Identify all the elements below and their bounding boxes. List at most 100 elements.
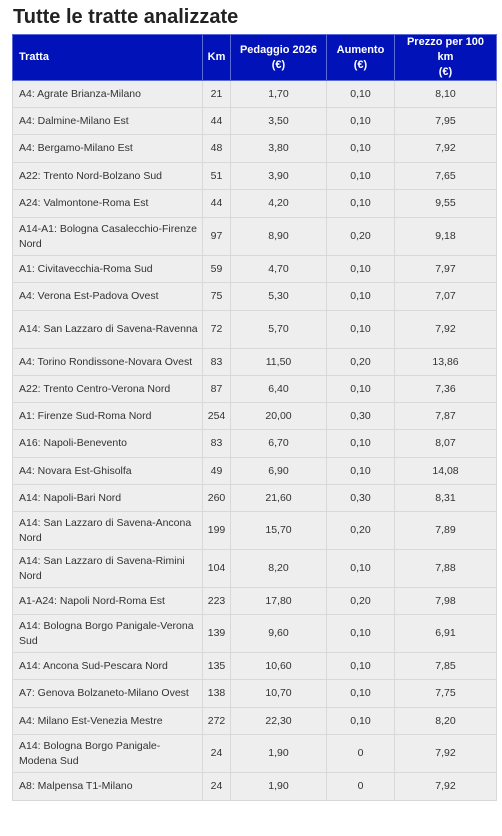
cell-tratta: A14: Bologna Borgo Panigale-Verona Sud	[12, 614, 203, 653]
header-pedaggio-label: Pedaggio 2026	[239, 43, 318, 56]
cell-prezzo: 9,18	[394, 217, 497, 256]
cell-tratta: A7: Genova Bolzaneto-Milano Ovest	[12, 679, 203, 708]
table-body: A4: Agrate Brianza-Milano 21 1,70 0,10 8,10 A…	[12, 80, 497, 801]
cell-km: 83	[202, 429, 231, 458]
cell-prezzo: 7,95	[394, 107, 497, 135]
cell-pedaggio: 8,20	[230, 549, 327, 588]
cell-prezzo: 7,92	[394, 734, 497, 773]
cell-km: 59	[202, 255, 231, 283]
cell-pedaggio: 21,60	[230, 484, 327, 512]
cell-km: 21	[202, 80, 231, 108]
cell-aumento: 0,10	[326, 134, 395, 163]
header-aumento-unit: (€)	[353, 58, 368, 71]
cell-tratta: A8: Malpensa T1-Milano	[12, 772, 203, 801]
cell-aumento: 0,10	[326, 310, 395, 349]
cell-aumento: 0,20	[326, 587, 395, 615]
cell-pedaggio: 6,90	[230, 457, 327, 485]
header-aumento-label: Aumento	[336, 43, 385, 56]
cell-km: 75	[202, 282, 231, 311]
table-row: A14: San Lazzaro di Savena-Ancona Nord 19…	[12, 511, 497, 550]
cell-prezzo: 6,91	[394, 614, 497, 653]
cell-aumento: 0,20	[326, 348, 395, 376]
cell-pedaggio: 10,70	[230, 679, 327, 708]
cell-tratta: A4: Verona Est-Padova Ovest	[12, 282, 203, 311]
table-row: A1-A24: Napoli Nord-Roma Est 223 17,80 0,20…	[12, 587, 497, 615]
cell-km: 72	[202, 310, 231, 349]
cell-tratta: A22: Trento Nord-Bolzano Sud	[12, 162, 203, 190]
table-row: A4: Dalmine-Milano Est 44 3,50 0,10 7,95	[12, 107, 497, 135]
cell-tratta: A14: Bologna Borgo Panigale-Modena Sud	[12, 734, 203, 773]
cell-pedaggio: 8,90	[230, 217, 327, 256]
header-km: Km	[202, 34, 231, 81]
table-row: A1: Civitavecchia-Roma Sud 59 4,70 0,10 7,97	[12, 255, 497, 283]
cell-pedaggio: 22,30	[230, 707, 327, 735]
cell-aumento: 0,10	[326, 614, 395, 653]
cell-km: 104	[202, 549, 231, 588]
cell-aumento: 0,10	[326, 80, 395, 108]
cell-km: 138	[202, 679, 231, 708]
page-title: Tutte le tratte analizzate	[13, 6, 239, 28]
cell-pedaggio: 4,20	[230, 189, 327, 218]
cell-tratta: A4: Novara Est-Ghisolfa	[12, 457, 203, 485]
cell-aumento: 0,20	[326, 511, 395, 550]
cell-km: 44	[202, 189, 231, 218]
table-row: A14: Bologna Borgo Panigale-Modena Sud 24…	[12, 734, 497, 773]
cell-km: 272	[202, 707, 231, 735]
cell-prezzo: 7,85	[394, 652, 497, 680]
cell-tratta: A4: Agrate Brianza-Milano	[12, 80, 203, 108]
cell-prezzo: 7,87	[394, 402, 497, 430]
cell-aumento: 0,10	[326, 282, 395, 311]
header-pedaggio-unit: (€)	[271, 58, 286, 71]
cell-km: 51	[202, 162, 231, 190]
cell-pedaggio: 1,70	[230, 80, 327, 108]
cell-km: 44	[202, 107, 231, 135]
cell-aumento: 0,10	[326, 457, 395, 485]
cell-tratta: A1-A24: Napoli Nord-Roma Est	[12, 587, 203, 615]
cell-tratta: A4: Dalmine-Milano Est	[12, 107, 203, 135]
cell-aumento: 0,10	[326, 429, 395, 458]
table-header-row: Tratta Km Pedaggio 2026 (€) Aumento (€) …	[12, 34, 497, 81]
cell-km: 254	[202, 402, 231, 430]
cell-prezzo: 7,92	[394, 310, 497, 349]
cell-tratta: A14-A1: Bologna Casalecchio-Firenze Nord	[12, 217, 203, 256]
cell-tratta: A14: Napoli-Bari Nord	[12, 484, 203, 512]
header-prezzo: Prezzo per 100 km (€)	[394, 34, 497, 81]
cell-pedaggio: 20,00	[230, 402, 327, 430]
cell-km: 24	[202, 772, 231, 801]
table-row: A1: Firenze Sud-Roma Nord 254 20,00 0,30 7,8…	[12, 402, 497, 430]
cell-aumento: 0,10	[326, 162, 395, 190]
header-aumento: Aumento (€)	[326, 34, 395, 81]
cell-tratta: A14: Ancona Sud-Pescara Nord	[12, 652, 203, 680]
cell-pedaggio: 1,90	[230, 772, 327, 801]
cell-pedaggio: 9,60	[230, 614, 327, 653]
cell-tratta: A22: Trento Centro-Verona Nord	[12, 375, 203, 403]
table-row: A4: Milano Est-Venezia Mestre 272 22,30 0,1…	[12, 707, 497, 735]
cell-prezzo: 8,10	[394, 80, 497, 108]
cell-pedaggio: 5,70	[230, 310, 327, 349]
table-row: A7: Genova Bolzaneto-Milano Ovest 138 10,7…	[12, 679, 497, 708]
cell-aumento: 0,10	[326, 549, 395, 588]
cell-pedaggio: 5,30	[230, 282, 327, 311]
table-row: A22: Trento Centro-Verona Nord 87 6,40 0,10…	[12, 375, 497, 403]
cell-prezzo: 7,88	[394, 549, 497, 588]
cell-prezzo: 8,31	[394, 484, 497, 512]
cell-km: 223	[202, 587, 231, 615]
table-row: A14: Bologna Borgo Panigale-Verona Sud 13…	[12, 614, 497, 653]
cell-prezzo: 7,89	[394, 511, 497, 550]
cell-aumento: 0,10	[326, 107, 395, 135]
cell-prezzo: 7,92	[394, 134, 497, 163]
table-row: A16: Napoli-Benevento 83 6,70 0,10 8,07	[12, 429, 497, 458]
cell-aumento: 0,10	[326, 189, 395, 218]
cell-tratta: A14: San Lazzaro di Savena-Ravenna	[12, 310, 203, 349]
cell-aumento: 0,30	[326, 402, 395, 430]
table-row: A8: Malpensa T1-Milano 24 1,90 0 7,92	[12, 772, 497, 801]
table-row: A4: Torino Rondissone-Novara Ovest 83 11,5…	[12, 348, 497, 376]
cell-prezzo: 7,36	[394, 375, 497, 403]
cell-km: 48	[202, 134, 231, 163]
cell-prezzo: 7,92	[394, 772, 497, 801]
cell-tratta: A4: Milano Est-Venezia Mestre	[12, 707, 203, 735]
cell-km: 260	[202, 484, 231, 512]
cell-tratta: A1: Civitavecchia-Roma Sud	[12, 255, 203, 283]
table-row: A24: Valmontone-Roma Est 44 4,20 0,10 9,55	[12, 189, 497, 218]
cell-aumento: 0,10	[326, 652, 395, 680]
